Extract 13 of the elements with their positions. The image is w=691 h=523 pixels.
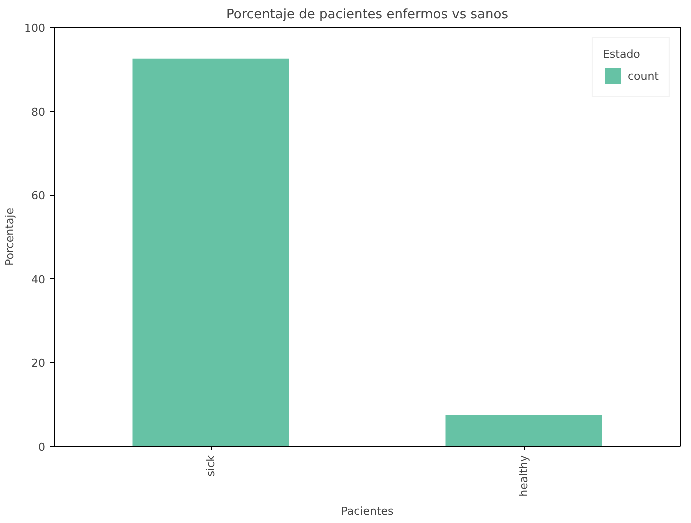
y-tick-label: 80 <box>32 106 46 119</box>
y-axis-title: Porcentaje <box>4 208 17 266</box>
legend-title: Estado <box>602 48 642 61</box>
y-tick-label: 60 <box>32 190 46 203</box>
x-tick-label: sick <box>204 454 218 477</box>
y-tick-label: 20 <box>32 357 46 370</box>
y-tick-label: 40 <box>32 273 46 286</box>
y-tick-label: 100 <box>24 22 46 35</box>
y-tick-label: 0 <box>38 441 46 454</box>
x-axis-title: Pacientes <box>341 504 394 518</box>
legend-label: count <box>628 70 659 82</box>
x-tick-label: healthy <box>518 455 530 497</box>
chart-title: Porcentaje de pacientes enfermos vs sanos <box>226 8 509 22</box>
